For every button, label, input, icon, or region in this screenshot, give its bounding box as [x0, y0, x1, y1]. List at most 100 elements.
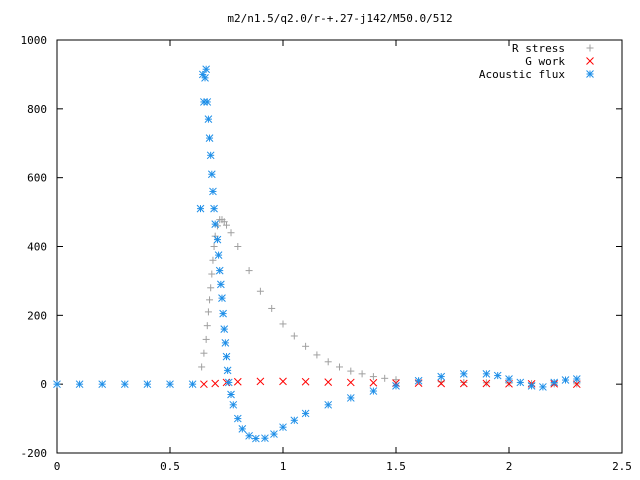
data-point-acoustic-flux	[196, 204, 205, 213]
data-point-acoustic-flux	[223, 366, 232, 375]
data-point-g-work	[437, 379, 446, 388]
legend-markers	[586, 44, 594, 78]
data-point-r-stress	[204, 308, 212, 316]
data-point-r-stress	[200, 349, 208, 357]
legend-marker-r-stress	[586, 44, 594, 52]
data-point-acoustic-flux	[188, 380, 197, 389]
data-point-acoustic-flux	[369, 387, 378, 395]
y-tick-label: -200	[21, 447, 48, 460]
y-tick-label: 1000	[21, 34, 48, 47]
data-point-acoustic-flux	[505, 375, 513, 383]
data-point-g-work	[233, 377, 242, 386]
data-point-r-stress	[223, 221, 230, 229]
data-point-acoustic-flux	[224, 378, 233, 387]
data-point-acoustic-flux	[539, 383, 547, 391]
data-point-acoustic-flux	[221, 339, 230, 347]
data-point-acoustic-flux	[290, 416, 299, 425]
data-point-g-work	[301, 377, 310, 386]
series-r-stress	[198, 216, 581, 388]
data-point-acoustic-flux	[222, 352, 231, 361]
legend-marker-acoustic-flux	[586, 70, 594, 78]
data-point-r-stress	[207, 284, 215, 292]
data-point-acoustic-flux	[216, 280, 225, 289]
data-point-acoustic-flux	[53, 380, 61, 389]
data-point-r-stress	[206, 296, 214, 304]
data-point-acoustic-flux	[220, 325, 229, 333]
data-point-r-stress	[369, 373, 377, 381]
data-point-r-stress	[245, 267, 253, 275]
data-point-r-stress	[227, 229, 235, 237]
data-point-r-stress	[460, 378, 468, 386]
data-point-acoustic-flux	[166, 380, 174, 389]
x-tick-label: 1.5	[386, 460, 406, 473]
data-point-acoustic-flux	[205, 134, 214, 142]
data-point-acoustic-flux	[202, 65, 211, 74]
data-point-acoustic-flux	[493, 371, 502, 380]
data-point-acoustic-flux	[75, 380, 84, 389]
data-point-acoustic-flux	[204, 115, 213, 124]
data-point-acoustic-flux	[252, 434, 260, 443]
data-point-acoustic-flux	[459, 369, 468, 378]
data-point-acoustic-flux	[238, 425, 247, 433]
data-point-acoustic-flux	[561, 376, 570, 384]
data-point-acoustic-flux	[392, 382, 400, 390]
data-point-r-stress	[279, 320, 287, 328]
data-point-r-stress	[209, 256, 217, 264]
data-point-acoustic-flux	[279, 423, 287, 432]
data-point-r-stress	[208, 270, 216, 278]
legend-label-g-work: G work	[525, 55, 565, 68]
data-point-acoustic-flux	[516, 378, 525, 387]
data-point-r-stress	[234, 243, 242, 250]
data-point-acoustic-flux	[550, 378, 559, 387]
y-tick-label: 200	[27, 309, 47, 322]
chart-title: m2/n1.5/q2.0/r-+.27-j142/M50.0/512	[227, 12, 452, 25]
data-point-g-work	[279, 377, 287, 386]
data-marks	[53, 65, 581, 443]
data-point-acoustic-flux	[120, 380, 129, 389]
legend-marker-g-work	[586, 57, 594, 65]
data-point-acoustic-flux	[143, 380, 152, 389]
y-tick-label: 800	[27, 103, 47, 116]
data-point-r-stress	[392, 376, 400, 384]
legend-label-acoustic-flux: Acoustic flux	[479, 68, 565, 81]
y-tick-label: 400	[27, 241, 47, 254]
y-tick-label: 600	[27, 172, 47, 185]
data-point-r-stress	[210, 243, 218, 250]
data-point-acoustic-flux	[209, 187, 217, 196]
x-tick-label: 2.5	[612, 460, 632, 473]
data-point-acoustic-flux	[437, 372, 446, 381]
data-point-acoustic-flux	[261, 434, 269, 443]
data-point-g-work	[369, 378, 378, 387]
legend: R stress G work Acoustic flux	[479, 42, 594, 81]
data-point-g-work	[482, 379, 491, 388]
data-point-g-work	[459, 379, 468, 388]
data-point-acoustic-flux	[215, 266, 224, 275]
data-point-r-stress	[268, 304, 276, 312]
data-point-r-stress	[256, 287, 264, 295]
data-point-acoustic-flux	[414, 376, 423, 385]
data-point-r-stress	[302, 342, 310, 350]
data-point-g-work	[256, 377, 265, 386]
data-point-acoustic-flux	[201, 74, 209, 82]
data-point-acoustic-flux	[346, 394, 355, 402]
data-point-acoustic-flux	[210, 204, 218, 213]
data-point-acoustic-flux	[219, 309, 227, 318]
data-point-r-stress	[202, 335, 210, 343]
data-point-r-stress	[336, 363, 343, 371]
data-point-g-work	[200, 380, 208, 389]
data-point-acoustic-flux	[203, 98, 212, 106]
axes: 0 0.5 1 1.5 2 2.5 -200 0 200 400 600 800 1000	[21, 34, 632, 473]
data-point-acoustic-flux	[301, 409, 310, 418]
data-point-g-work	[324, 378, 333, 386]
data-point-acoustic-flux	[213, 235, 222, 244]
data-point-r-stress	[313, 351, 321, 359]
data-point-g-work	[346, 378, 355, 387]
plot-frame	[56, 39, 623, 454]
data-point-r-stress	[290, 332, 298, 340]
x-tick-label: 0.5	[160, 460, 180, 473]
x-tick-label: 2	[506, 460, 513, 473]
data-point-acoustic-flux	[572, 375, 581, 383]
data-point-acoustic-flux	[214, 251, 223, 259]
data-point-acoustic-flux	[233, 414, 242, 423]
